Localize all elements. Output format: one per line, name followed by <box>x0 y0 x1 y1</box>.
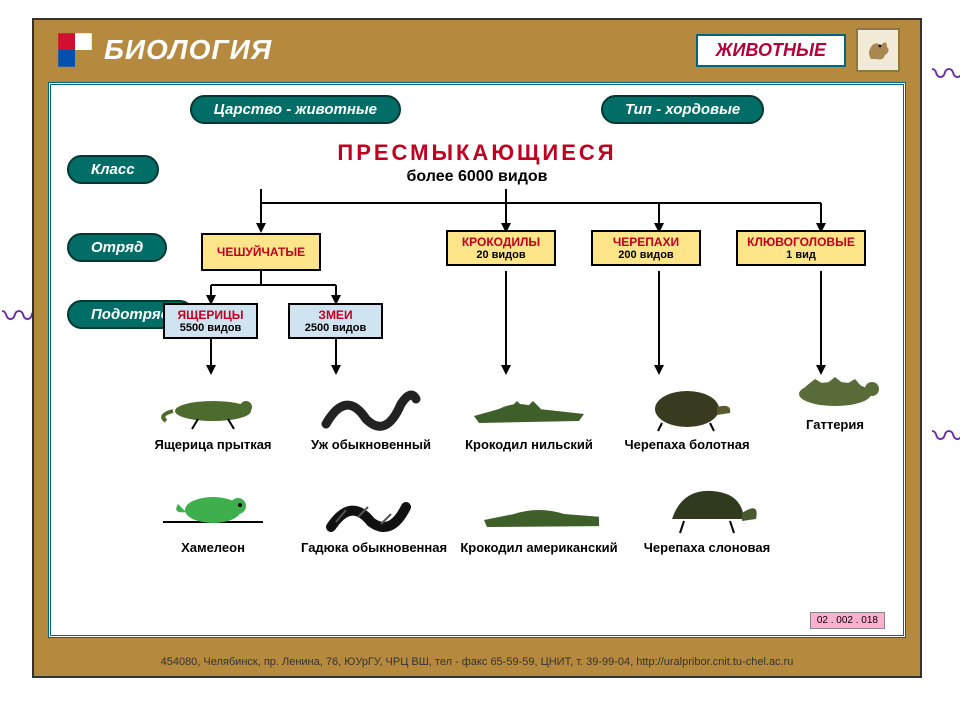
animal-viper: Гадюка обыкновенная <box>301 480 441 555</box>
orders-row: ЧЕШУЙЧАТЫЕ <box>201 233 321 271</box>
class-subtitle: более 6000 видов <box>51 168 903 186</box>
logo-title: БИОЛОГИЯ <box>54 29 272 71</box>
deco-right-1: 〰 <box>932 58 954 98</box>
order-crocodilia: КРОКОДИЛЫ 20 видов <box>446 230 556 266</box>
animal-chameleon: Хамелеон <box>143 480 283 555</box>
turtle-icon <box>632 379 742 434</box>
poster-frame: БИОЛОГИЯ ЖИВОТНЫЕ Царство - животные Тип… <box>32 18 922 678</box>
code-label: 02 . 002 . 018 <box>810 612 885 629</box>
order-rhynchocephalia: КЛЮВОГОЛОВЫЕ 1 вид <box>736 230 866 266</box>
squirrel-icon <box>863 35 893 65</box>
orders-row-2: КРОКОДИЛЫ 20 видов ЧЕРЕПАХИ 200 видов КЛ… <box>446 230 866 266</box>
animal-sand-lizard: Ящерица прыткая <box>143 377 283 452</box>
animal-tuatara: Гаттерия <box>775 357 895 452</box>
snake-icon <box>316 379 426 434</box>
arrow <box>501 365 511 375</box>
lizard-icon <box>158 381 268 431</box>
kingdom-chip: Царство - животные <box>190 95 401 124</box>
animals-row-2: Хамелеон Гадюка обыкновенная Крокодил ам… <box>143 480 777 555</box>
animal-giant-tortoise: Черепаха слоновая <box>637 480 777 555</box>
phylum-chip: Тип - хордовые <box>601 95 764 124</box>
arrow <box>331 365 341 375</box>
tuatara-icon <box>780 359 890 414</box>
order-testudines: ЧЕРЕПАХИ 200 видов <box>591 230 701 266</box>
suborders-row: ЯЩЕРИЦЫ 5500 видов ЗМЕИ 2500 видов <box>163 303 383 339</box>
suborder-snakes: ЗМЕИ 2500 видов <box>288 303 383 339</box>
class-title: ПРЕСМЫКАЮЩИЕСЯ <box>51 140 903 166</box>
deco-right-2: 〰 <box>932 420 954 460</box>
category-badge: ЖИВОТНЫЕ <box>696 34 846 67</box>
footer-text: 454080, Челябинск, пр. Ленина, 76, ЮУрГУ… <box>34 656 920 668</box>
tortoise-icon <box>652 479 762 539</box>
animal-nile-crocodile: Крокодил нильский <box>459 377 599 452</box>
logo-icon <box>54 29 96 71</box>
class-block: ПРЕСМЫКАЮЩИЕСЯ более 6000 видов <box>51 140 903 186</box>
top-chips-row: Царство - животные Тип - хордовые <box>51 85 903 124</box>
alligator-icon <box>479 484 599 534</box>
header: БИОЛОГИЯ ЖИВОТНЫЕ <box>34 20 920 80</box>
mascot-box <box>856 28 900 72</box>
chart-area: Царство - животные Тип - хордовые Класс … <box>48 82 906 638</box>
viper-icon <box>316 482 426 537</box>
crocodile-icon <box>469 381 589 431</box>
suborder-lizards: ЯЩЕРИЦЫ 5500 видов <box>163 303 258 339</box>
chameleon-icon <box>158 482 268 537</box>
arrow <box>654 365 664 375</box>
deco-left: 〰 <box>2 300 24 340</box>
animal-grass-snake: Уж обыкновенный <box>301 377 441 452</box>
animals-row-1: Ящерица прыткая Уж обыкновенный Крокодил… <box>143 377 895 452</box>
arrow <box>256 223 266 233</box>
animal-pond-turtle: Черепаха болотная <box>617 377 757 452</box>
arrow <box>206 365 216 375</box>
subject-title: БИОЛОГИЯ <box>104 34 272 66</box>
order-squamata: ЧЕШУЙЧАТЫЕ <box>201 233 321 271</box>
header-right: ЖИВОТНЫЕ <box>696 28 900 72</box>
level-order: Отряд <box>67 233 167 262</box>
animal-american-alligator: Крокодил американский <box>459 480 619 555</box>
